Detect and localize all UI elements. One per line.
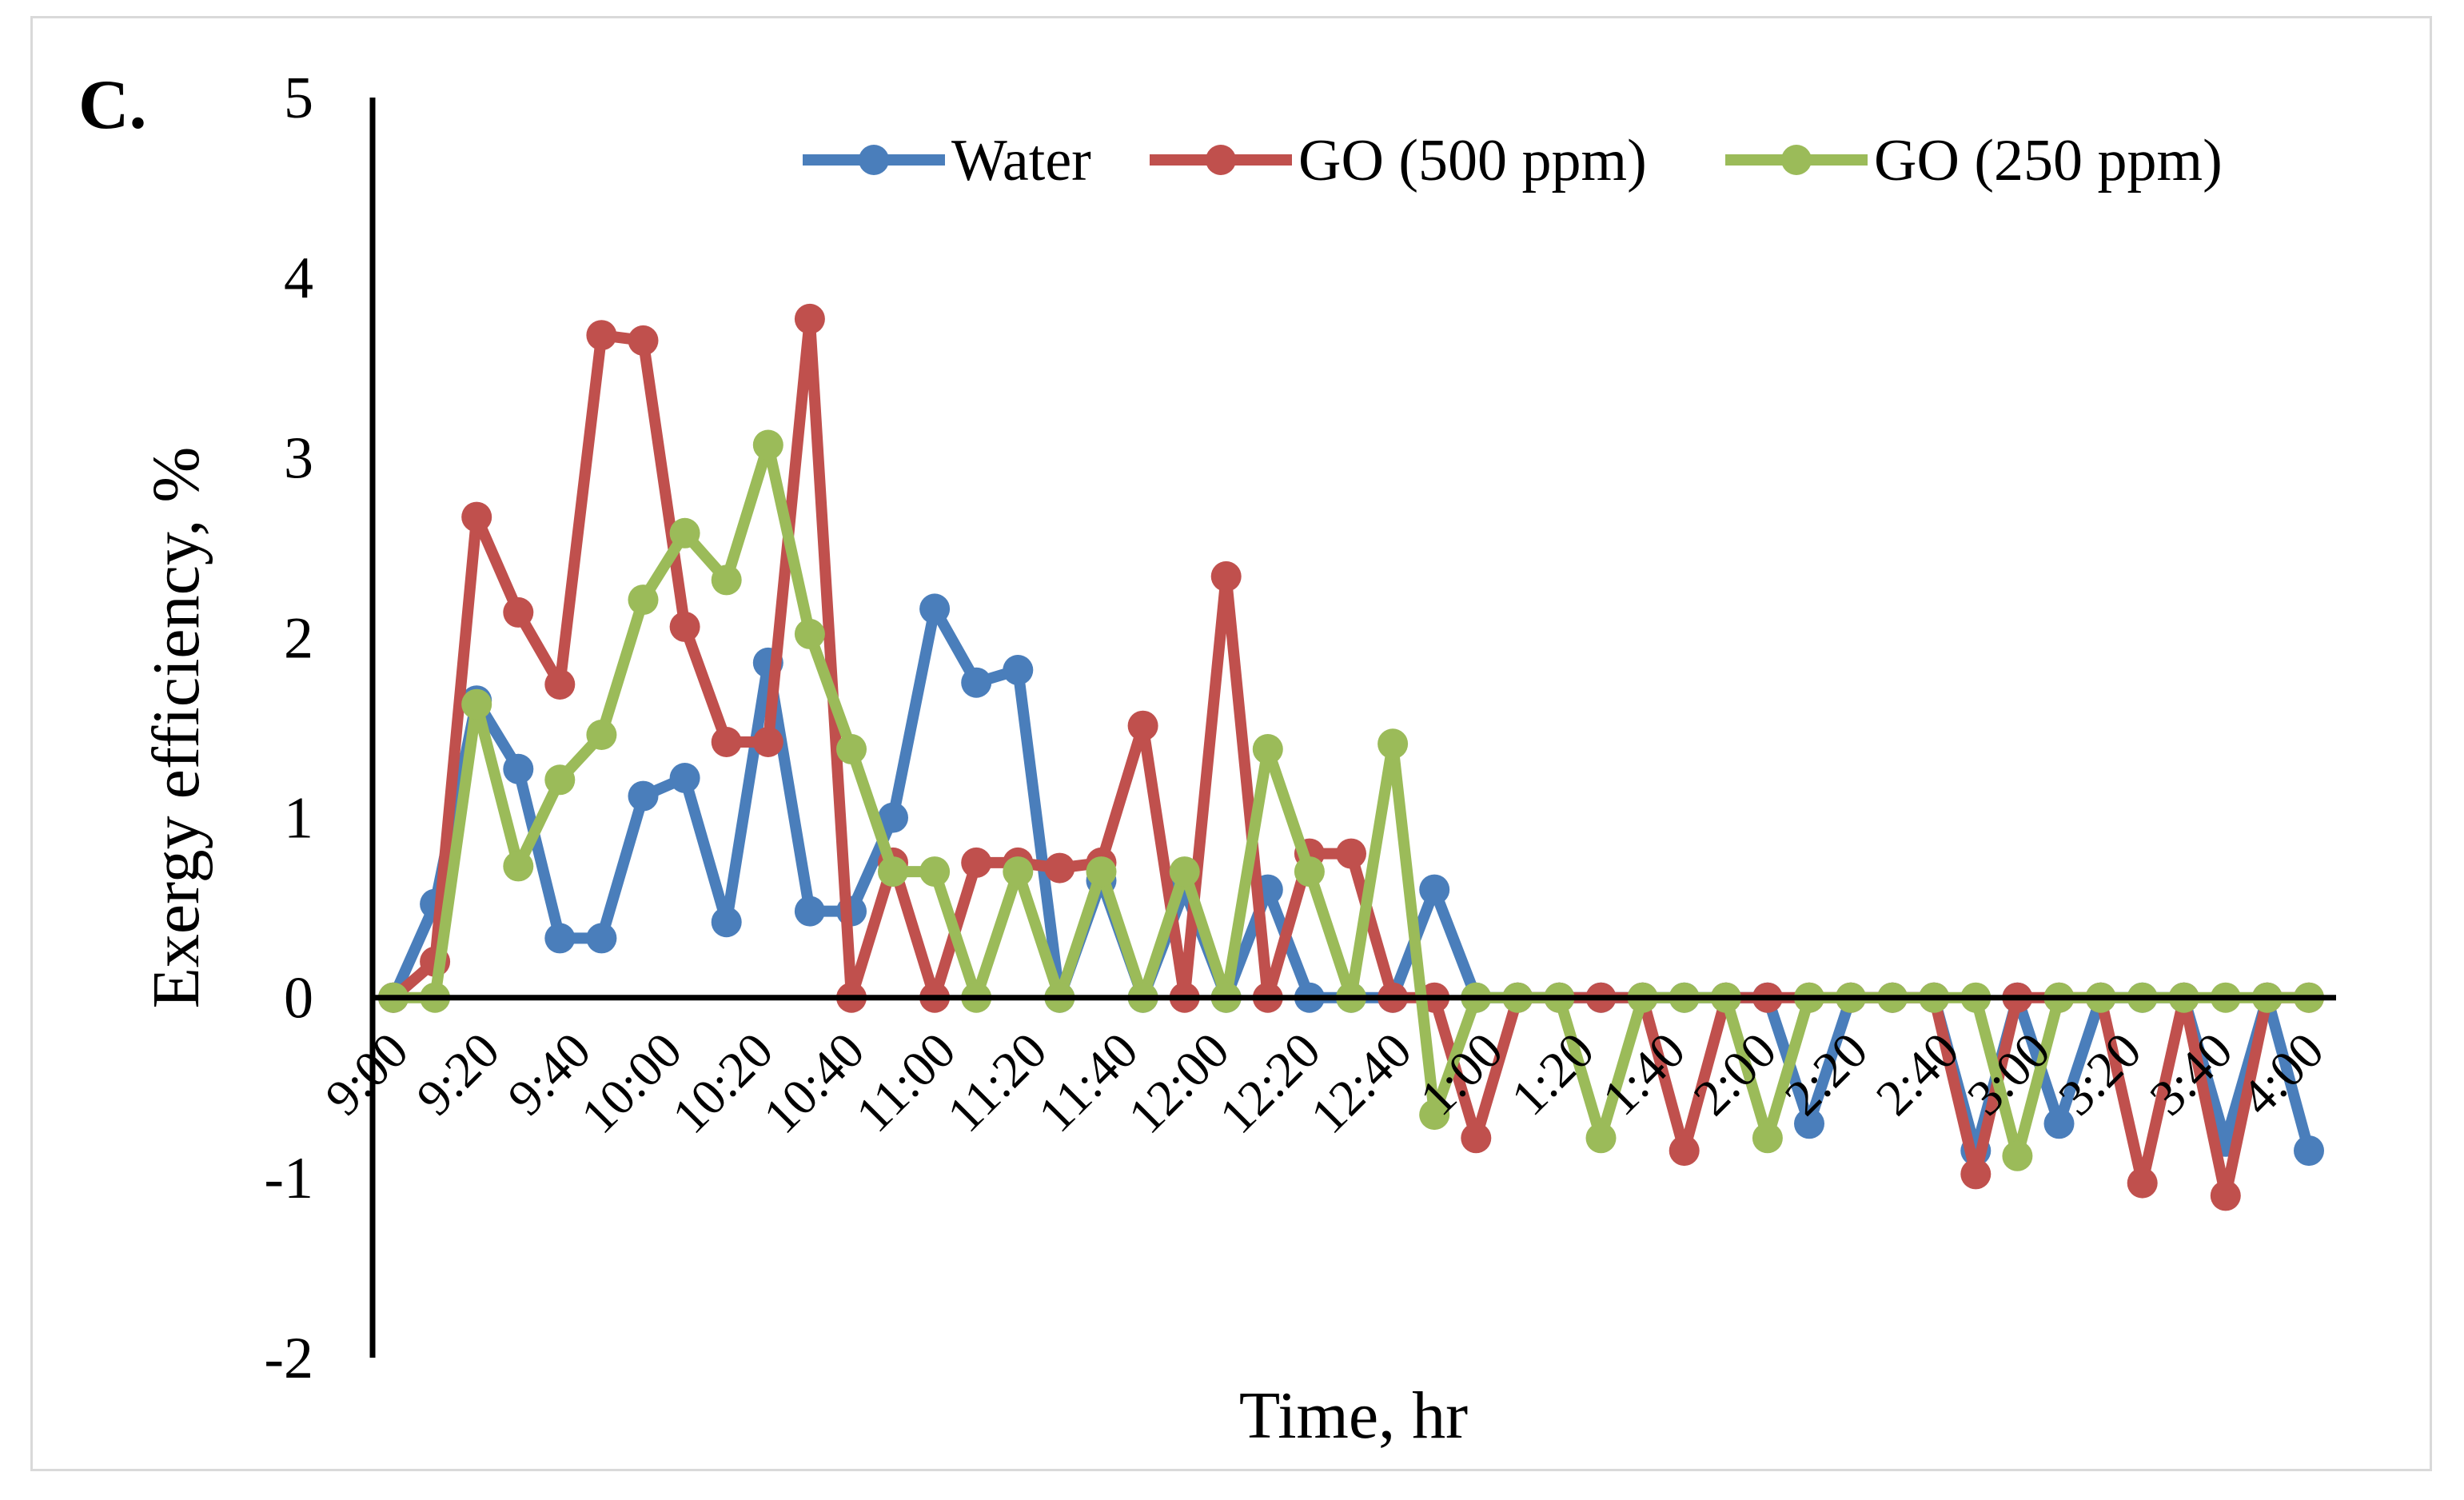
x-tick-label: 2:20 (1774, 1022, 1879, 1127)
data-point (752, 727, 783, 757)
y-tick-label: -1 (264, 1146, 313, 1211)
x-tick-label: 9:20 (405, 1022, 510, 1127)
data-point (961, 847, 992, 878)
data-point (1003, 856, 1034, 888)
legend-item: Water (803, 128, 1091, 193)
data-point (1794, 1108, 1824, 1139)
data-point (628, 325, 659, 356)
panel-label: C. (78, 66, 147, 144)
data-point (1461, 1123, 1492, 1154)
data-point (461, 688, 492, 720)
data-point (878, 802, 908, 833)
data-point (1169, 856, 1200, 888)
series-layer (378, 303, 2324, 1211)
data-point (794, 896, 825, 927)
x-tick-label: 11:20 (936, 1022, 1058, 1143)
x-tick-label: 10:20 (661, 1022, 783, 1144)
data-point (1419, 1099, 1450, 1131)
y-tick-label: 5 (284, 66, 313, 131)
x-tick-label: 9:00 (314, 1022, 419, 1127)
data-point (2294, 1135, 2324, 1167)
data-point (544, 669, 576, 700)
data-point (669, 517, 700, 549)
data-point (752, 429, 783, 461)
data-point (878, 856, 908, 888)
data-point (2127, 1167, 2158, 1199)
data-point (503, 851, 534, 882)
data-point (1210, 561, 1242, 592)
legend-swatch-marker (1206, 145, 1236, 175)
data-point (711, 727, 742, 757)
x-tick-label: 12:00 (1118, 1022, 1240, 1144)
legend-swatch-marker (1781, 145, 1812, 175)
y-tick-label: 2 (284, 605, 313, 671)
x-axis-title: Time, hr (1239, 1378, 1468, 1453)
data-point (961, 667, 992, 698)
data-point (1294, 856, 1325, 888)
x-tick-label: 10:40 (752, 1022, 875, 1144)
data-point (1960, 1159, 1992, 1190)
data-point (711, 907, 742, 938)
data-point (1419, 874, 1450, 905)
y-tick-labels: 5 4 3 2 1 0 -1 -2 (264, 66, 313, 1391)
data-point (669, 763, 700, 793)
y-tick-label: 3 (284, 425, 313, 491)
x-tick-label: 12:20 (1209, 1022, 1331, 1144)
data-point (586, 720, 617, 750)
y-tick-label: -2 (264, 1326, 313, 1391)
x-tick-labels: 9:009:209:4010:0010:2010:4011:0011:2011:… (314, 1022, 2334, 1144)
data-point (711, 564, 742, 596)
data-point (1669, 1135, 1700, 1167)
data-point (1752, 1123, 1783, 1154)
legend-label: Water (951, 128, 1091, 193)
data-point (503, 753, 534, 784)
data-point (794, 303, 825, 334)
x-tick-label: 10:00 (570, 1022, 692, 1144)
data-point (1044, 852, 1075, 884)
data-point (2210, 1180, 2241, 1211)
legend: Water GO (500 ppm) GO (250 ppm) (803, 128, 2223, 193)
y-axis-title: Exergy efficiency, % (139, 447, 213, 1009)
legend-item: GO (500 ppm) (1150, 128, 1647, 193)
data-point (1003, 655, 1034, 685)
data-point (503, 596, 534, 628)
axes (369, 98, 2336, 1358)
y-tick-label: 4 (284, 245, 313, 311)
y-tick-label: 0 (284, 966, 313, 1031)
data-point (794, 618, 825, 649)
data-point (544, 764, 576, 796)
data-point (628, 780, 659, 812)
data-point (836, 734, 867, 764)
x-tick-label: 12:40 (1300, 1022, 1422, 1144)
data-point (2002, 1140, 2033, 1171)
data-point (1127, 710, 1158, 741)
data-point (1086, 856, 1117, 888)
data-point (919, 856, 951, 888)
x-tick-label: 11:40 (1027, 1022, 1149, 1143)
data-point (1336, 838, 1366, 869)
data-point (544, 923, 576, 954)
y-tick-label: 1 (284, 786, 313, 852)
data-point (1378, 728, 1409, 760)
data-point (1252, 734, 1283, 764)
legend-swatch-marker (859, 145, 889, 175)
x-tick-label: 2:40 (1865, 1022, 1970, 1127)
legend-label: GO (500 ppm) (1298, 128, 1647, 193)
data-point (2043, 1108, 2075, 1139)
x-tick-label: 11:00 (845, 1022, 967, 1143)
legend-label: GO (250 ppm) (1874, 128, 2223, 193)
data-point (586, 923, 617, 954)
data-point (628, 584, 659, 616)
data-point (669, 611, 700, 642)
data-point (586, 320, 617, 351)
data-point (919, 593, 951, 624)
legend-item: GO (250 ppm) (1725, 128, 2223, 193)
data-point (1585, 1123, 1617, 1154)
data-point (461, 501, 492, 533)
chart-frame (30, 16, 2432, 1471)
